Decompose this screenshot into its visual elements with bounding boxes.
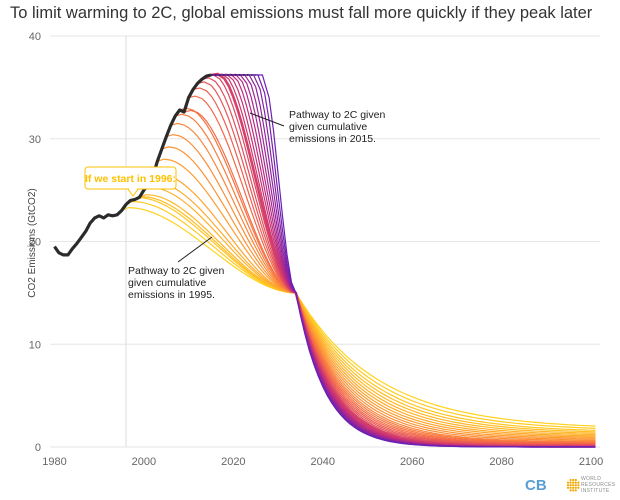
- wri-logo-dot: [569, 484, 572, 487]
- pathway-line-2025: [211, 74, 596, 448]
- pathway-line-2022: [211, 74, 596, 448]
- svg-text:Pathway to 2C given give: Pathway to 2C given given cumulative emi…: [289, 109, 388, 145]
- pathway-line-2002: [152, 173, 596, 438]
- pathway-line-2007: [175, 113, 596, 443]
- wri-logo-dot: [572, 484, 575, 487]
- wri-logo-dot: [572, 481, 575, 484]
- axis-ticks: 0 10 20 30 40 1980 2000 2020 2040 2060 2080 2100: [29, 31, 604, 468]
- wri-logo-dot: [566, 484, 570, 487]
- wri-logo-mark: [566, 478, 580, 492]
- wri-logo-dot: [574, 489, 577, 492]
- x-tick-2100: 2100: [579, 456, 603, 468]
- wri-logo-dot: [569, 486, 572, 489]
- pathway-lines: [121, 72, 596, 448]
- annotation-1995-line-3: emissions in 1995.: [128, 289, 215, 301]
- annotation-2015-line-2: given cumulative: [289, 121, 367, 133]
- y-axis-label: CO2 Emissions (GtCO2): [27, 188, 38, 297]
- historical-series: [53, 73, 256, 257]
- pathway-line-2017: [211, 73, 596, 448]
- historical-emissions-line: [53, 73, 212, 257]
- pathway-line-1999: [139, 193, 596, 434]
- x-tick-2040: 2040: [311, 456, 335, 468]
- wri-logo-dot: [574, 481, 577, 484]
- wri-logo-dot: [566, 486, 570, 489]
- x-tick-2080: 2080: [489, 456, 513, 468]
- y-tick-0: 0: [35, 442, 41, 454]
- pathway-line-2018: [211, 73, 596, 448]
- pathway-line-2021: [211, 73, 596, 448]
- wri-logo-dot: [569, 478, 572, 482]
- x-tick-2060: 2060: [400, 456, 424, 468]
- pathway-line-2001: [148, 181, 596, 437]
- pathway-line-2004: [161, 146, 596, 440]
- svg-text:RESOURCES: RESOURCES: [581, 482, 616, 488]
- pathway-line-2003: [157, 158, 596, 439]
- pathway-line-2000: [143, 186, 596, 436]
- pathway-line-2019: [211, 73, 596, 448]
- wri-logo-dot: [572, 489, 575, 492]
- x-tick-2000: 2000: [132, 456, 156, 468]
- pathway-line-2016: [211, 73, 596, 448]
- carbon-brief-logo: CB: [525, 477, 547, 494]
- svg-text:INSTITUTE: INSTITUTE: [581, 488, 610, 494]
- pathway-line-2023: [211, 74, 596, 448]
- annotation-2015-line-3: emissions in 2015.: [289, 133, 376, 145]
- wri-logo-dot: [574, 486, 577, 489]
- pathway-line-2020: [211, 73, 596, 448]
- wri-logo-dot: [577, 484, 580, 487]
- pathway-line-1997: [130, 196, 596, 431]
- pathway-line-1995: [121, 206, 596, 427]
- pathway-line-2015: [210, 72, 596, 448]
- y-tick-10: 10: [29, 339, 41, 351]
- wri-logo-dot: [577, 486, 580, 489]
- y-tick-20: 20: [29, 237, 41, 249]
- start-year-callout[interactable]: If we start in 1996:: [84, 166, 177, 197]
- pathway-line-2024: [211, 74, 596, 448]
- svg-text:CB: CB: [525, 477, 547, 494]
- pathway-line-2006: [170, 122, 596, 443]
- annotation-1995-line-1: Pathway to 2C given: [128, 265, 224, 277]
- svg-text:WORLD: WORLD: [581, 476, 601, 482]
- wri-logo: WORLD RESOURCES INSTITUTE: [566, 476, 616, 494]
- wri-logo-dot: [569, 489, 572, 492]
- callout-text: If we start in 1996:: [85, 173, 176, 185]
- wri-logo-dot: [572, 478, 575, 482]
- wri-logo-dot: [569, 481, 572, 484]
- annotation-2015: Pathway to 2C given given cumulative emi…: [249, 109, 388, 145]
- wri-logo-dot: [574, 484, 577, 487]
- wri-logo-dot: [566, 481, 570, 484]
- wri-logo-dot: [572, 486, 575, 489]
- wri-logo-dot: [577, 481, 580, 484]
- svg-text:Pathway to 2C given give: Pathway to 2C given given cumulative emi…: [128, 265, 227, 301]
- x-tick-2020: 2020: [221, 456, 245, 468]
- x-tick-1980: 1980: [42, 456, 66, 468]
- y-tick-40: 40: [29, 31, 41, 43]
- pathway-line-1998: [134, 195, 596, 433]
- wri-logo-dot: [574, 478, 577, 482]
- annotation-1995-line-2: given cumulative: [128, 277, 206, 289]
- y-tick-30: 30: [29, 134, 41, 146]
- pathway-line-2005: [166, 133, 596, 442]
- pathway-line-2009: [183, 109, 596, 444]
- annotation-2015-line-1: Pathway to 2C given: [289, 109, 385, 121]
- chart-title: To limit warming to 2C, global emissions…: [10, 4, 593, 22]
- pathway-line-1996: [125, 200, 596, 429]
- annotation-1995: Pathway to 2C given given cumulative emi…: [128, 236, 227, 301]
